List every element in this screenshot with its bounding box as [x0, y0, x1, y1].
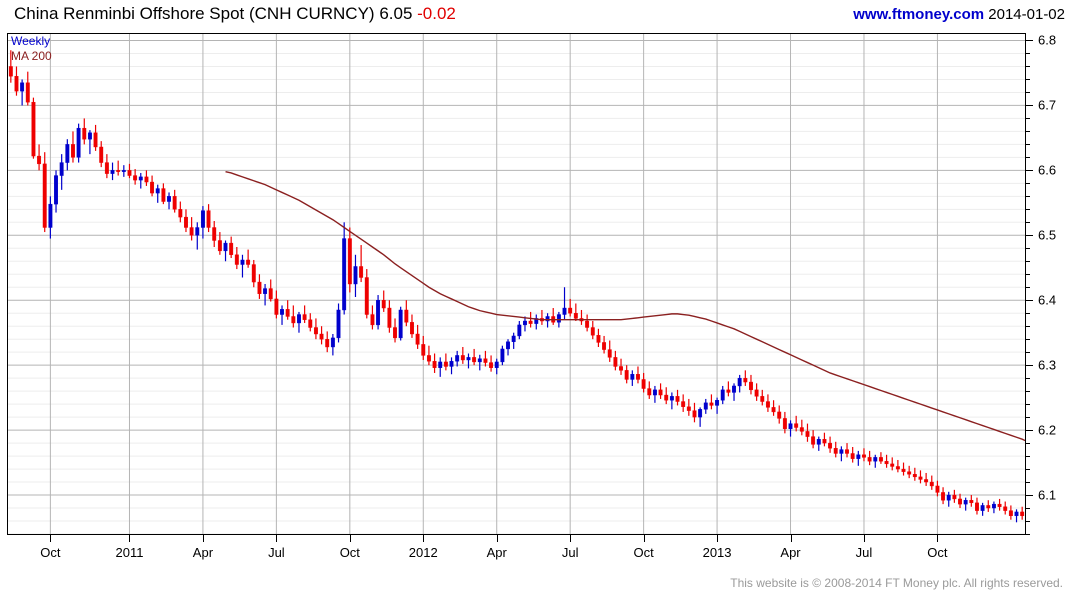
y-axis-tick: [1026, 300, 1033, 302]
y-axis-tick: [1026, 248, 1030, 250]
y-axis-tick: [1026, 443, 1030, 445]
y-axis-tick: [1026, 469, 1030, 471]
x-axis-tick: [643, 535, 645, 542]
page-title: China Renminbi Offshore Spot (CNH CURNCY…: [14, 4, 456, 24]
y-axis-tick: [1026, 183, 1030, 185]
y-axis-tick: [1026, 391, 1030, 393]
y-axis-tick: [1026, 105, 1033, 107]
candlestick-canvas: [8, 50, 1025, 523]
y-axis-tick: [1026, 170, 1033, 172]
site-link[interactable]: www.ftmoney.com: [853, 6, 985, 23]
brand-and-date: www.ftmoney.com 2014-01-02: [853, 6, 1065, 23]
x-axis-tick: [790, 535, 792, 542]
y-axis-tick: [1026, 66, 1030, 68]
x-axis-tick: [937, 535, 939, 542]
x-axis-tick: [717, 535, 719, 542]
x-axis-label: 2013: [702, 545, 732, 560]
copyright-notice: This website is © 2008-2014 FT Money plc…: [730, 576, 1063, 590]
x-axis-tick: [349, 535, 351, 542]
chart-plot-area[interactable]: [7, 33, 1026, 535]
legend-ma200: MA 200: [11, 49, 52, 63]
y-axis-tick: [1026, 404, 1030, 406]
x-axis-tick: [276, 535, 278, 542]
chart-header: China Renminbi Offshore Spot (CNH CURNCY…: [0, 0, 1075, 30]
y-axis-tick: [1026, 313, 1030, 315]
x-axis-tick: [129, 535, 131, 542]
x-axis-label: Apr: [192, 545, 214, 560]
x-axis-label: Oct: [339, 545, 360, 560]
x-axis-label: Jul: [855, 545, 873, 560]
last-price: 6.05: [379, 4, 413, 23]
y-axis-tick: [1026, 326, 1030, 328]
y-axis-tick: [1026, 209, 1030, 211]
y-axis-label: 6.3: [1038, 357, 1057, 373]
y-axis-label: 6.7: [1038, 97, 1057, 113]
y-axis-label: 6.6: [1038, 162, 1057, 178]
x-axis-label: Apr: [486, 545, 507, 560]
y-axis-label: 6.8: [1038, 32, 1057, 48]
x-axis-label: Oct: [633, 545, 654, 560]
y-axis-label: 6.2: [1038, 422, 1057, 438]
legend-interval: Weekly: [11, 34, 51, 48]
chart-date: 2014-01-02: [988, 6, 1065, 23]
y-axis-tick: [1026, 339, 1030, 341]
x-axis-tick: [496, 535, 498, 542]
x-axis-tick: [570, 535, 572, 542]
y-axis: 6.1 6.2 6.3 6.4 6.5 6.6 6.7 6.8: [1026, 33, 1075, 535]
x-axis-label: Apr: [780, 545, 801, 560]
x-axis-label: Jul: [561, 545, 579, 560]
y-axis-tick: [1026, 456, 1030, 458]
y-axis-label: 6.1: [1038, 487, 1057, 503]
chart-gridlines: [8, 34, 1025, 534]
x-axis-label: Oct: [40, 545, 61, 560]
y-axis-tick: [1026, 261, 1030, 263]
y-axis-tick: [1026, 92, 1030, 94]
y-axis-tick: [1026, 235, 1033, 237]
y-axis-tick: [1026, 352, 1030, 354]
y-axis-label: 6.5: [1038, 227, 1057, 243]
y-axis-tick: [1026, 508, 1030, 510]
x-axis-label: Oct: [927, 545, 948, 560]
y-axis-tick: [1026, 495, 1033, 497]
price-change: -0.02: [417, 4, 456, 23]
x-axis-label: 2012: [408, 545, 438, 560]
y-axis-tick: [1026, 417, 1030, 419]
y-axis-tick: [1026, 79, 1030, 81]
y-axis-tick: [1026, 196, 1030, 198]
y-axis-tick: [1026, 131, 1030, 133]
y-axis-tick: [1026, 274, 1030, 276]
y-axis-tick: [1026, 53, 1030, 55]
y-axis-tick: [1026, 144, 1030, 146]
y-axis-tick: [1026, 534, 1030, 535]
y-axis-tick: [1026, 118, 1030, 120]
y-axis-tick: [1026, 430, 1033, 432]
y-axis-tick: [1026, 482, 1030, 484]
x-axis-label: Jul: [268, 545, 285, 560]
x-axis-tick: [423, 535, 425, 542]
y-axis-tick: [1026, 157, 1030, 159]
y-axis-tick: [1026, 287, 1030, 289]
x-axis-tick: [50, 535, 52, 542]
y-axis-tick: [1026, 365, 1033, 367]
y-axis-tick: [1026, 40, 1033, 42]
x-axis-label: 2011: [115, 545, 144, 560]
y-axis-tick: [1026, 222, 1030, 224]
x-axis: Oct 2011 Apr Jul Oct 2012 Apr Jul Oct 2013 Apr Jul O…: [7, 535, 1026, 565]
y-axis-tick: [1026, 521, 1030, 522]
chart-legend: Weekly MA 200: [11, 34, 52, 64]
y-axis-label: 6.4: [1038, 292, 1057, 308]
x-axis-tick: [863, 535, 865, 542]
instrument-name: China Renminbi Offshore Spot (CNH CURNCY…: [14, 4, 375, 23]
y-axis-tick: [1026, 378, 1030, 380]
x-axis-tick: [202, 535, 204, 542]
